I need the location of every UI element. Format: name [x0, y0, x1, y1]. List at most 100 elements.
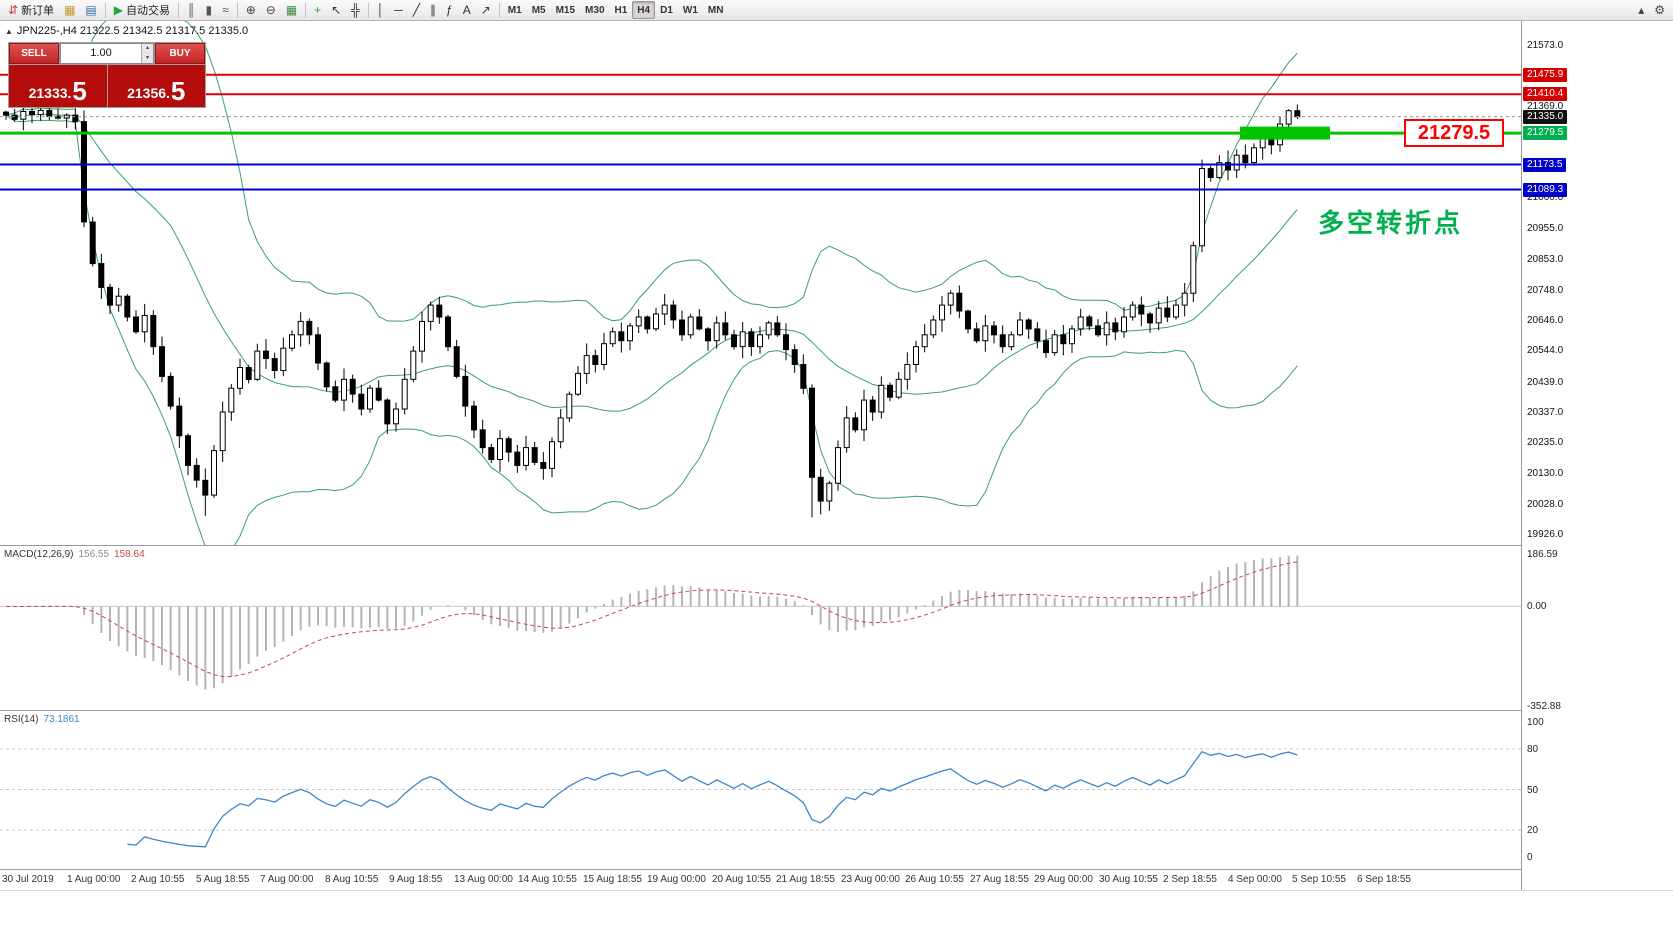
- one-click-panel-toggle[interactable]: ▲: [5, 26, 13, 36]
- zoom-in-icon: ⊕: [245, 3, 256, 17]
- volume-decrease-button[interactable]: ▾: [142, 53, 153, 63]
- panel-separator: [0, 869, 1673, 870]
- toolbar-separator: [236, 2, 238, 18]
- line-chart-button[interactable]: ≈: [217, 1, 234, 19]
- volume-value[interactable]: 1.00: [90, 47, 112, 59]
- date-label: 2 Sep 18:55: [1163, 874, 1217, 885]
- price-badge: 21410.4: [1523, 87, 1568, 101]
- price-tick: 19926.0: [1527, 529, 1564, 540]
- bar-chart-icon: ║: [186, 3, 196, 17]
- horizontal-line-button[interactable]: ─: [389, 1, 408, 19]
- channel-icon: ∥: [430, 3, 437, 17]
- tile-windows-icon: ▦: [285, 3, 298, 17]
- macd-indicator-label: MACD(12,26,9) 156.55 158.64: [4, 549, 145, 560]
- trendline-icon: ╱: [412, 3, 421, 17]
- timeframe-m30-button[interactable]: M30: [585, 4, 605, 16]
- indicators-plus-icon: +: [314, 3, 322, 17]
- buy-button[interactable]: BUY: [155, 43, 205, 64]
- macd-panel-canvas[interactable]: [0, 546, 1521, 709]
- zoom-out-icon: ⊖: [265, 3, 276, 17]
- cursor-button[interactable]: ↖: [326, 1, 346, 19]
- rsi-value: 73.1861: [43, 714, 80, 725]
- indicators-button[interactable]: +: [309, 1, 326, 19]
- fibonacci-button[interactable]: ƒ: [441, 1, 458, 19]
- profiles-icon: ▤: [85, 3, 97, 17]
- timeframe-mn-button[interactable]: MN: [707, 4, 724, 16]
- text-button[interactable]: A: [458, 1, 476, 19]
- date-label: 30 Aug 10:55: [1099, 874, 1158, 885]
- rsi-scale-label: 20: [1527, 825, 1539, 836]
- autotrading-button[interactable]: ▶ 自动交易: [109, 1, 175, 19]
- arrow-icon: ↗: [480, 3, 491, 17]
- horizontal-line-icon: ─: [394, 3, 403, 17]
- tile-windows-button[interactable]: ▦: [281, 1, 302, 19]
- autotrading-button-label: 自动交易: [125, 5, 170, 17]
- new-order-button[interactable]: ⇵ 新订单: [3, 1, 59, 19]
- time-scale[interactable]: 30 Jul 2019 1 Aug 00:00 2 Aug 10:55 5 Aug 1…: [0, 870, 1521, 890]
- bar-chart-button[interactable]: ║: [182, 1, 201, 19]
- toolbar-right-group: ▴ ⚙: [1633, 1, 1670, 19]
- candlestick-chart-button[interactable]: ▮: [201, 1, 218, 19]
- rsi-panel-canvas[interactable]: [0, 711, 1521, 869]
- panel-separator[interactable]: [0, 710, 1673, 711]
- price-tick: 20439.0: [1527, 377, 1564, 388]
- main-toolbar: ⇵ 新订单 ▦ ▤ ▶ 自动交易 ║ ▮ ≈ ⊕ ⊖ ▦ + ↖ ╬ │ ─ ╱ ∥ ƒ A ↗ M1 M5 M15 M30 H1 H…: [0, 0, 1673, 21]
- profiles-button[interactable]: ▤: [80, 1, 101, 19]
- ask-price: 21356.: [127, 85, 170, 101]
- zoom-in-button[interactable]: ⊕: [241, 1, 261, 19]
- timeframe-m1-button[interactable]: M1: [507, 4, 522, 16]
- date-label: 2 Aug 10:55: [131, 874, 185, 885]
- vertical-line-button[interactable]: │: [372, 1, 390, 19]
- buy-price-button[interactable]: 21356. 5: [107, 65, 205, 107]
- line-chart-icon: ≈: [222, 3, 229, 17]
- chart-annotation-text[interactable]: 多空转折点: [1318, 208, 1464, 238]
- date-label: 5 Aug 18:55: [196, 874, 250, 885]
- timeframe-m5-button[interactable]: M5: [531, 4, 546, 16]
- fibonacci-icon: ƒ: [446, 3, 453, 17]
- timeframe-h4-button[interactable]: H4: [632, 1, 656, 19]
- price-badge: 21089.3: [1523, 183, 1568, 197]
- main-chart[interactable]: [0, 21, 1521, 545]
- volume-spinner: ▴ ▾: [141, 44, 153, 63]
- arrows-button[interactable]: ↗: [476, 1, 496, 19]
- timeframe-d1-button[interactable]: D1: [660, 4, 673, 16]
- toolbar-settings-button[interactable]: ⚙: [1649, 1, 1670, 19]
- zoom-out-button[interactable]: ⊖: [261, 1, 281, 19]
- date-label: 26 Aug 10:55: [905, 874, 964, 885]
- price-callout-box[interactable]: 21279.5: [1404, 119, 1504, 147]
- date-label: 5 Sep 10:55: [1292, 874, 1346, 885]
- chart-window-button[interactable]: ▦: [59, 1, 80, 19]
- date-label: 23 Aug 00:00: [841, 874, 900, 885]
- sell-button[interactable]: SELL: [9, 43, 59, 64]
- text-icon: A: [462, 3, 471, 17]
- chevron-up-icon: ▴: [1638, 3, 1645, 17]
- cursor-icon: ↖: [331, 3, 342, 17]
- price-tick: 20028.0: [1527, 499, 1564, 510]
- price-scale[interactable]: 21573.021369.021264.021060.020955.020853…: [1521, 21, 1673, 890]
- one-click-trading-panel: SELL 1.00 ▴ ▾ BUY 21333. 5 21356. 5: [8, 42, 206, 108]
- crosshair-button[interactable]: ╬: [346, 1, 365, 19]
- toolbar-separator: [104, 2, 106, 18]
- collapse-toolbar-button[interactable]: ▴: [1633, 1, 1649, 19]
- timeframe-h1-button[interactable]: H1: [614, 4, 628, 16]
- macd-scale-label: 186.59: [1527, 549, 1558, 560]
- trendline-button[interactable]: ╱: [408, 1, 425, 19]
- price-tick: 21369.0: [1527, 101, 1564, 112]
- timeframe-w1-button[interactable]: W1: [682, 4, 698, 16]
- panel-separator[interactable]: [0, 545, 1673, 546]
- price-tick: 20853.0: [1527, 254, 1564, 265]
- new-order-button-label: 新订单: [21, 5, 55, 17]
- date-label: 19 Aug 00:00: [647, 874, 706, 885]
- date-label: 21 Aug 18:55: [776, 874, 835, 885]
- volume-field[interactable]: 1.00 ▴ ▾: [60, 43, 154, 64]
- candlestick-chart-icon: ▮: [205, 3, 213, 17]
- date-label: 8 Aug 10:55: [325, 874, 379, 885]
- toolbar-separator: [177, 2, 179, 18]
- sell-price-button[interactable]: 21333. 5: [9, 65, 107, 107]
- toolbar-separator: [305, 2, 307, 18]
- timeframe-m15-button[interactable]: M15: [555, 4, 576, 16]
- channel-button[interactable]: ∥: [425, 1, 441, 19]
- toolbar-separator: [367, 2, 369, 18]
- volume-increase-button[interactable]: ▴: [142, 44, 153, 54]
